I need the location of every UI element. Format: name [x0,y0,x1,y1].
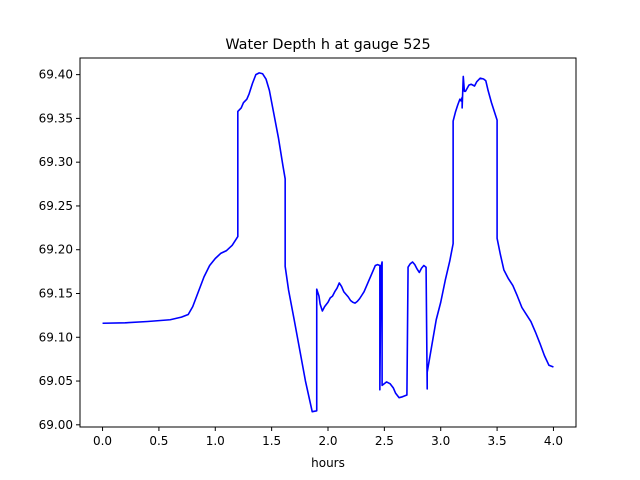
x-tick-label: 1.5 [262,434,281,448]
x-tick-label: 4.0 [544,434,563,448]
y-tick-label: 69.30 [39,155,73,169]
x-tick-label: 3.0 [431,434,450,448]
plot-frame [79,57,577,428]
x-tick-label: 2.5 [375,434,394,448]
x-tick-label: 0.5 [149,434,168,448]
x-tick-label: 0.0 [93,434,112,448]
y-axis-ticks: 69.00 69.05 69.10 69.15 69.20 69.25 69.30 69.35… [39,68,80,432]
y-tick-label: 69.40 [39,68,73,82]
y-tick-label: 69.10 [39,330,73,344]
y-tick-label: 69.25 [39,199,73,213]
y-tick-label: 69.15 [39,286,73,300]
x-tick-label: 1.0 [206,434,225,448]
y-tick-label: 69.05 [39,374,73,388]
y-tick-label: 69.00 [39,418,73,432]
x-axis-ticks: 0.0 0.5 1.0 1.5 2.0 2.5 3.0 3.5 4.0 [93,427,563,448]
y-tick-label: 69.20 [39,243,73,257]
x-axis-label: hours [311,456,345,470]
series-line-0 [102,72,554,413]
x-tick-label: 3.5 [488,434,507,448]
chart-title: Water Depth h at gauge 525 [225,37,430,53]
x-tick-label: 2.0 [318,434,337,448]
y-tick-label: 69.35 [39,111,73,125]
plot-area [102,72,554,413]
